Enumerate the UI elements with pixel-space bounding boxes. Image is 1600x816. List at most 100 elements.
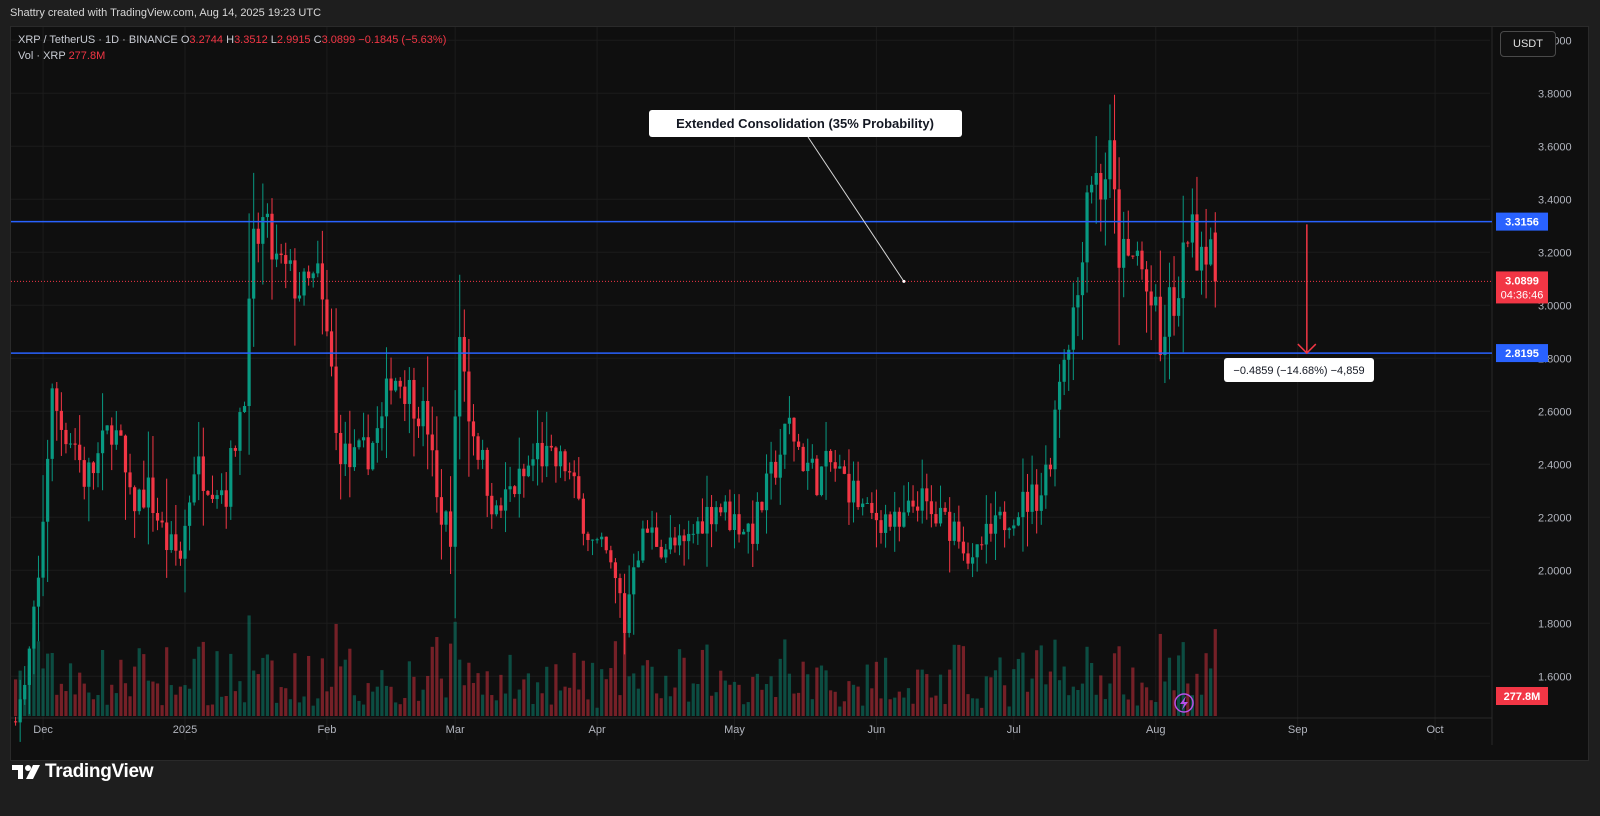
- volume-bar: [316, 698, 320, 716]
- volume-bar: [709, 695, 714, 716]
- volume-bar: [883, 657, 888, 716]
- volume-bar: [783, 639, 787, 716]
- candle-body: [325, 299, 329, 332]
- volume-legend: Vol · XRP 277.8M: [18, 50, 105, 62]
- lightning-icon: [1174, 693, 1194, 713]
- volume-bar: [1112, 653, 1117, 716]
- volume-bar: [659, 698, 663, 716]
- volume-bar: [187, 688, 192, 716]
- candle-body: [1030, 484, 1034, 512]
- candle-body: [980, 544, 984, 546]
- volume-bar: [673, 687, 677, 716]
- candle-body: [1099, 172, 1103, 200]
- volume-bar: [439, 678, 444, 716]
- volume-bar: [732, 681, 737, 716]
- candle-body: [384, 378, 389, 417]
- volume-bar: [838, 706, 842, 716]
- candle-body: [183, 525, 187, 559]
- volume-bar: [471, 682, 476, 716]
- candle-body: [155, 513, 160, 521]
- volume-bar: [906, 688, 911, 716]
- callout-anchor: [902, 279, 906, 283]
- candle-body: [929, 501, 933, 515]
- volume-bar: [1167, 657, 1172, 716]
- volume-bar: [636, 688, 640, 716]
- candle-body: [252, 228, 256, 299]
- volume-bar: [270, 660, 274, 716]
- volume-bar: [105, 704, 109, 716]
- volume-bar: [627, 676, 631, 716]
- candle-body: [1163, 336, 1167, 356]
- candle-body: [879, 520, 883, 533]
- candle-body: [1122, 238, 1126, 268]
- volume-bar: [531, 704, 535, 716]
- candle-body: [343, 443, 347, 465]
- volume-bar: [490, 695, 494, 716]
- volume-bar: [1199, 694, 1204, 716]
- volume-bar: [1012, 669, 1016, 716]
- candle-body: [114, 430, 118, 445]
- volume-bar: [600, 669, 604, 716]
- volume-bar: [742, 704, 746, 716]
- volume-bar: [233, 691, 237, 716]
- candle-body: [59, 410, 63, 430]
- y-tick-label: 3.8000: [1538, 88, 1572, 100]
- volume-bar: [929, 697, 933, 716]
- candle-body: [957, 521, 961, 542]
- candle-body: [412, 379, 416, 419]
- candle-body: [911, 500, 915, 507]
- candle-body: [1135, 250, 1140, 256]
- candle-body: [925, 488, 929, 502]
- volume-bar: [691, 683, 695, 716]
- candle-body: [966, 553, 970, 564]
- volume-bar: [284, 688, 288, 716]
- low-value: 2.9915: [276, 34, 311, 46]
- tradingview-wordmark: TradingView: [45, 761, 154, 782]
- currency-button[interactable]: USDT: [1500, 31, 1556, 57]
- volume-bar: [1048, 671, 1053, 716]
- candle-body: [334, 366, 338, 433]
- candle-body: [1071, 307, 1075, 350]
- volume-bar: [751, 676, 755, 716]
- volume-bar: [568, 687, 572, 716]
- volume-bar: [655, 693, 659, 716]
- candle-body: [645, 528, 650, 533]
- volume-bar: [329, 686, 334, 716]
- volume-bar: [719, 670, 723, 716]
- tradingview-brand[interactable]: TradingView: [11, 761, 154, 782]
- volume-bar: [128, 696, 132, 716]
- volume-bar: [59, 683, 63, 716]
- candle-body: [737, 514, 741, 535]
- x-tick-label: Dec: [33, 724, 53, 736]
- volume-bar: [563, 686, 567, 716]
- volume-bar: [435, 637, 439, 716]
- level-price-label: 2.8195: [1505, 348, 1539, 360]
- top-caption-bar: Shattry created with TradingView.com, Au…: [0, 0, 1600, 26]
- volume-bar: [64, 691, 68, 716]
- last-price-label: 3.0899: [1505, 275, 1539, 287]
- volume-bar: [677, 649, 682, 716]
- volume-bar: [73, 694, 77, 716]
- candle-body: [467, 371, 471, 422]
- tradingview-logo-icon: [11, 762, 41, 782]
- candle-body: [270, 213, 274, 260]
- x-tick-label: 2025: [173, 724, 197, 736]
- candle-body: [329, 331, 334, 367]
- volume-bar: [522, 679, 526, 716]
- candle-body: [622, 593, 627, 633]
- candle-body: [403, 386, 407, 404]
- volume-bar: [192, 658, 196, 716]
- candle-body: [993, 515, 998, 534]
- volume-bar: [879, 698, 883, 716]
- change-value: −0.1845 (−5.63%): [358, 34, 447, 46]
- candle-body: [160, 520, 164, 523]
- volume-bar: [696, 683, 700, 716]
- volume-bar: [920, 669, 924, 716]
- volume-bar: [664, 675, 668, 716]
- volume-bar: [897, 691, 901, 716]
- y-tick-label: 1.6000: [1538, 671, 1572, 683]
- volume-bar: [893, 697, 897, 716]
- volume-bar: [1085, 646, 1089, 716]
- candle-body: [1035, 484, 1039, 511]
